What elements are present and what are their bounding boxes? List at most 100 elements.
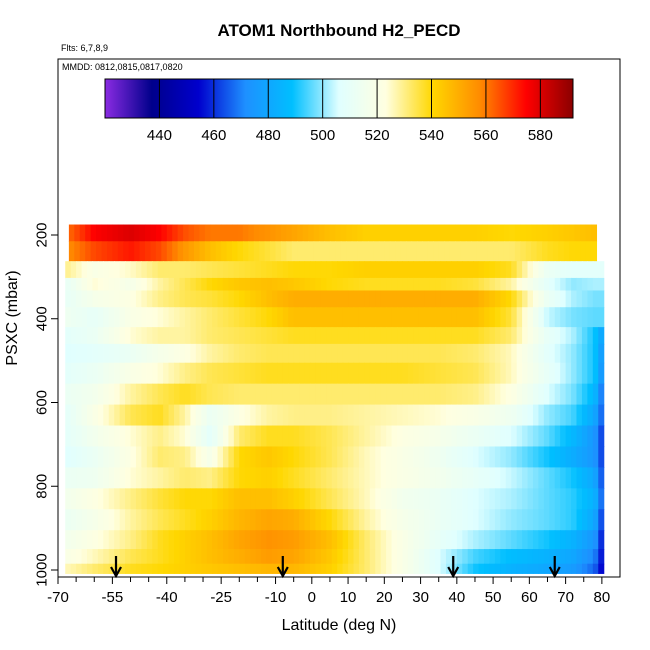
heatmap-cell [239,261,246,279]
heatmap-cell [226,241,233,262]
heatmap-cell [337,404,344,427]
heatmap-cell [369,488,376,510]
heatmap-cell [168,261,175,279]
heatmap-cell [429,425,436,448]
heatmap-cell [471,224,478,242]
heatmap-cell [402,549,409,565]
heatmap-cell [532,563,540,574]
heatmap-cell [119,290,126,308]
heatmap-cell [440,343,447,364]
heatmap-cell [309,509,317,531]
heatmap-cell [516,343,523,364]
heatmap-cell [337,530,344,550]
heatmap-cell [250,327,257,345]
heatmap-cell [489,446,496,469]
heatmap-cell [125,425,132,448]
heatmap-cell [424,467,431,489]
heatmap-cell [348,343,355,364]
heatmap-cell [87,404,94,427]
heatmap-cell [134,224,141,242]
heatmap-cell [587,404,594,427]
heatmap-cell [217,261,224,279]
heatmap-cell [435,327,442,345]
heatmap-cell [522,307,529,328]
heatmap-cell [308,241,315,262]
heatmap-cell [195,362,202,385]
heatmap-cell [337,446,344,469]
heatmap-cell [130,509,137,531]
heatmap-cell [125,383,132,406]
heatmap-cell [397,307,404,328]
heatmap-cell [554,343,561,364]
heatmap-cell [152,446,159,469]
heatmap-cell [395,224,402,242]
heatmap-cell [141,563,148,574]
heatmap-cell [433,241,440,262]
heatmap-cell [282,343,289,364]
heatmap-cell [87,425,94,448]
heatmap-cell [549,509,556,531]
heatmap-cell [489,343,496,364]
heatmap-cell [375,563,382,574]
heatmap-cell [320,307,327,328]
heatmap-cell [424,343,431,364]
heatmap-cell [297,224,304,242]
heatmap-cell [369,383,376,406]
heatmap-cell [277,530,284,550]
heatmap-cell [141,404,148,427]
heatmap-cell [141,467,148,489]
heatmap-cell [369,509,376,531]
heatmap-cell [304,327,311,345]
heatmap-cell [418,277,425,292]
heatmap-cell [418,261,425,279]
heatmap-cell [543,488,550,510]
heatmap-cell [482,224,489,242]
heatmap-cell [484,467,491,489]
heatmap-cell [467,277,474,292]
heatmap-cell [494,327,501,345]
heatmap-cell [571,290,578,308]
heatmap-cell [494,290,501,308]
heatmap-cell [239,509,246,531]
heatmap-cell [565,307,572,328]
heatmap-cell [456,530,463,550]
heatmap-cell [532,549,540,565]
heatmap-cell [473,446,480,469]
heatmap-cell [565,261,572,279]
heatmap-cell [239,343,246,364]
heatmap-cell [183,224,190,242]
heatmap-cell [261,509,268,531]
heatmap-cell [152,488,159,510]
heatmap-cell [473,488,480,510]
heatmap-cell [90,241,97,262]
heatmap-cell [378,241,385,262]
heatmap-cell [500,261,507,279]
heatmap-cell [255,509,262,531]
heatmap-cell [598,509,605,531]
colorbar-tick-label: 540 [419,127,444,144]
heatmap-cell [70,327,77,345]
heatmap-cell [554,362,561,385]
heatmap-cell [489,530,496,550]
heatmap-cell [315,383,322,406]
heatmap-cell [337,488,344,510]
heatmap-cell [161,241,168,262]
heatmap-cell [571,383,578,406]
heatmap-cell [157,290,164,308]
heatmap-cell [386,307,393,328]
heatmap-cell [358,307,365,328]
heatmap-cell [527,343,534,364]
heatmap-cell [413,509,420,531]
heatmap-cell [516,362,523,385]
heatmap-cell [125,467,132,489]
heatmap-cell [108,446,115,469]
heatmap-cell [467,362,474,385]
heatmap-cell [353,327,360,345]
heatmap-cell [471,241,478,262]
heatmap-cell [108,549,115,565]
heatmap-cell [484,509,491,531]
heatmap-cell [337,290,344,308]
heatmap-cell [353,343,360,364]
heatmap-cell [386,549,393,565]
heatmap-cell [348,549,355,565]
